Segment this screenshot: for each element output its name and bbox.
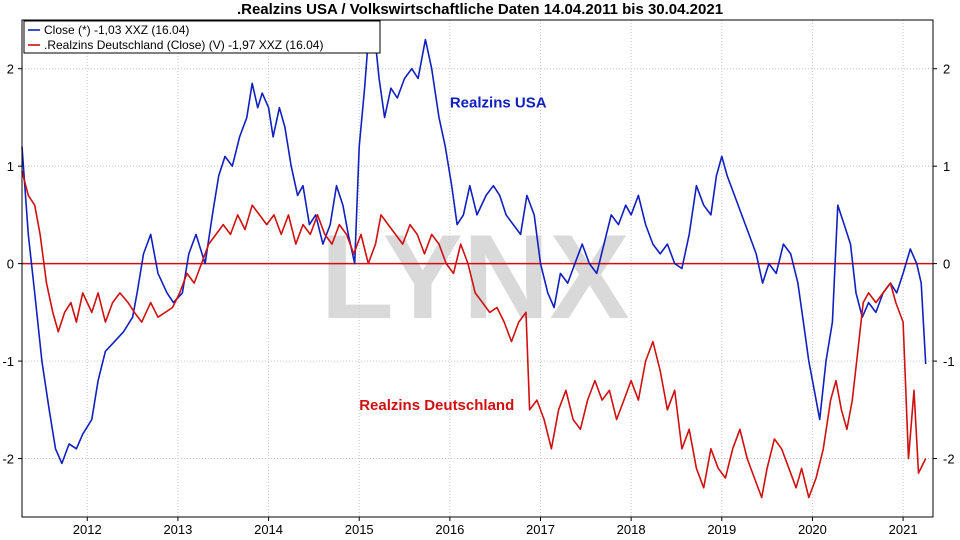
- x-tick-label: 2014: [254, 522, 283, 537]
- legend-entry: .Realzins Deutschland (Close) (V) -1,97 …: [44, 38, 323, 52]
- y-axis-left: 2 1 0 -1 -2: [2, 62, 22, 467]
- y-tick-label-right: 2: [943, 62, 950, 77]
- y-tick-label: 1: [7, 159, 14, 174]
- x-tick-label: 2012: [73, 522, 102, 537]
- series-line-0: [21, 33, 927, 465]
- y-axis-right: 2 1 0 -1 -2: [933, 62, 955, 467]
- chart-title: .Realzins USA / Volkswirtschaftliche Dat…: [236, 1, 724, 18]
- x-tick-label: 2020: [798, 522, 827, 537]
- y-tick-label-right: -2: [943, 452, 955, 467]
- x-tick-label: 2017: [526, 522, 555, 537]
- y-tick-label: 0: [7, 257, 14, 272]
- x-tick-label: 2021: [889, 522, 918, 537]
- series-group: [21, 33, 927, 499]
- x-tick-label: 2019: [707, 522, 736, 537]
- x-tick-label: 2016: [435, 522, 464, 537]
- x-axis: 2012 2013 2014 2015 2016 2017 2018 2019 2020 2021: [73, 517, 918, 537]
- legend-entry: Close (*) -1,03 XXZ (16.04): [44, 23, 189, 37]
- y-tick-label-right: 0: [943, 257, 950, 272]
- annotation-label: Realzins USA: [450, 95, 547, 112]
- legend-box: [23, 20, 381, 54]
- x-tick-label: 2013: [163, 522, 192, 537]
- series-line-1: [21, 170, 927, 499]
- x-tick-label: 2018: [617, 522, 646, 537]
- plot-frame: [21, 19, 934, 518]
- watermark-logo: LYNX: [320, 210, 629, 344]
- y-tick-label: -1: [2, 354, 14, 369]
- annotation-label: Realzins Deutschland: [359, 397, 514, 414]
- y-tick-label-right: 1: [943, 159, 950, 174]
- x-tick-label: 2015: [345, 522, 374, 537]
- y-tick-label: 2: [7, 62, 14, 77]
- y-tick-label: -2: [2, 452, 14, 467]
- annotations: Realzins USA Realzins Deutschland: [359, 95, 547, 414]
- legend: Close (*) -1,03 XXZ (16.04).Realzins Deu…: [23, 20, 381, 54]
- y-tick-label-right: -1: [943, 354, 955, 369]
